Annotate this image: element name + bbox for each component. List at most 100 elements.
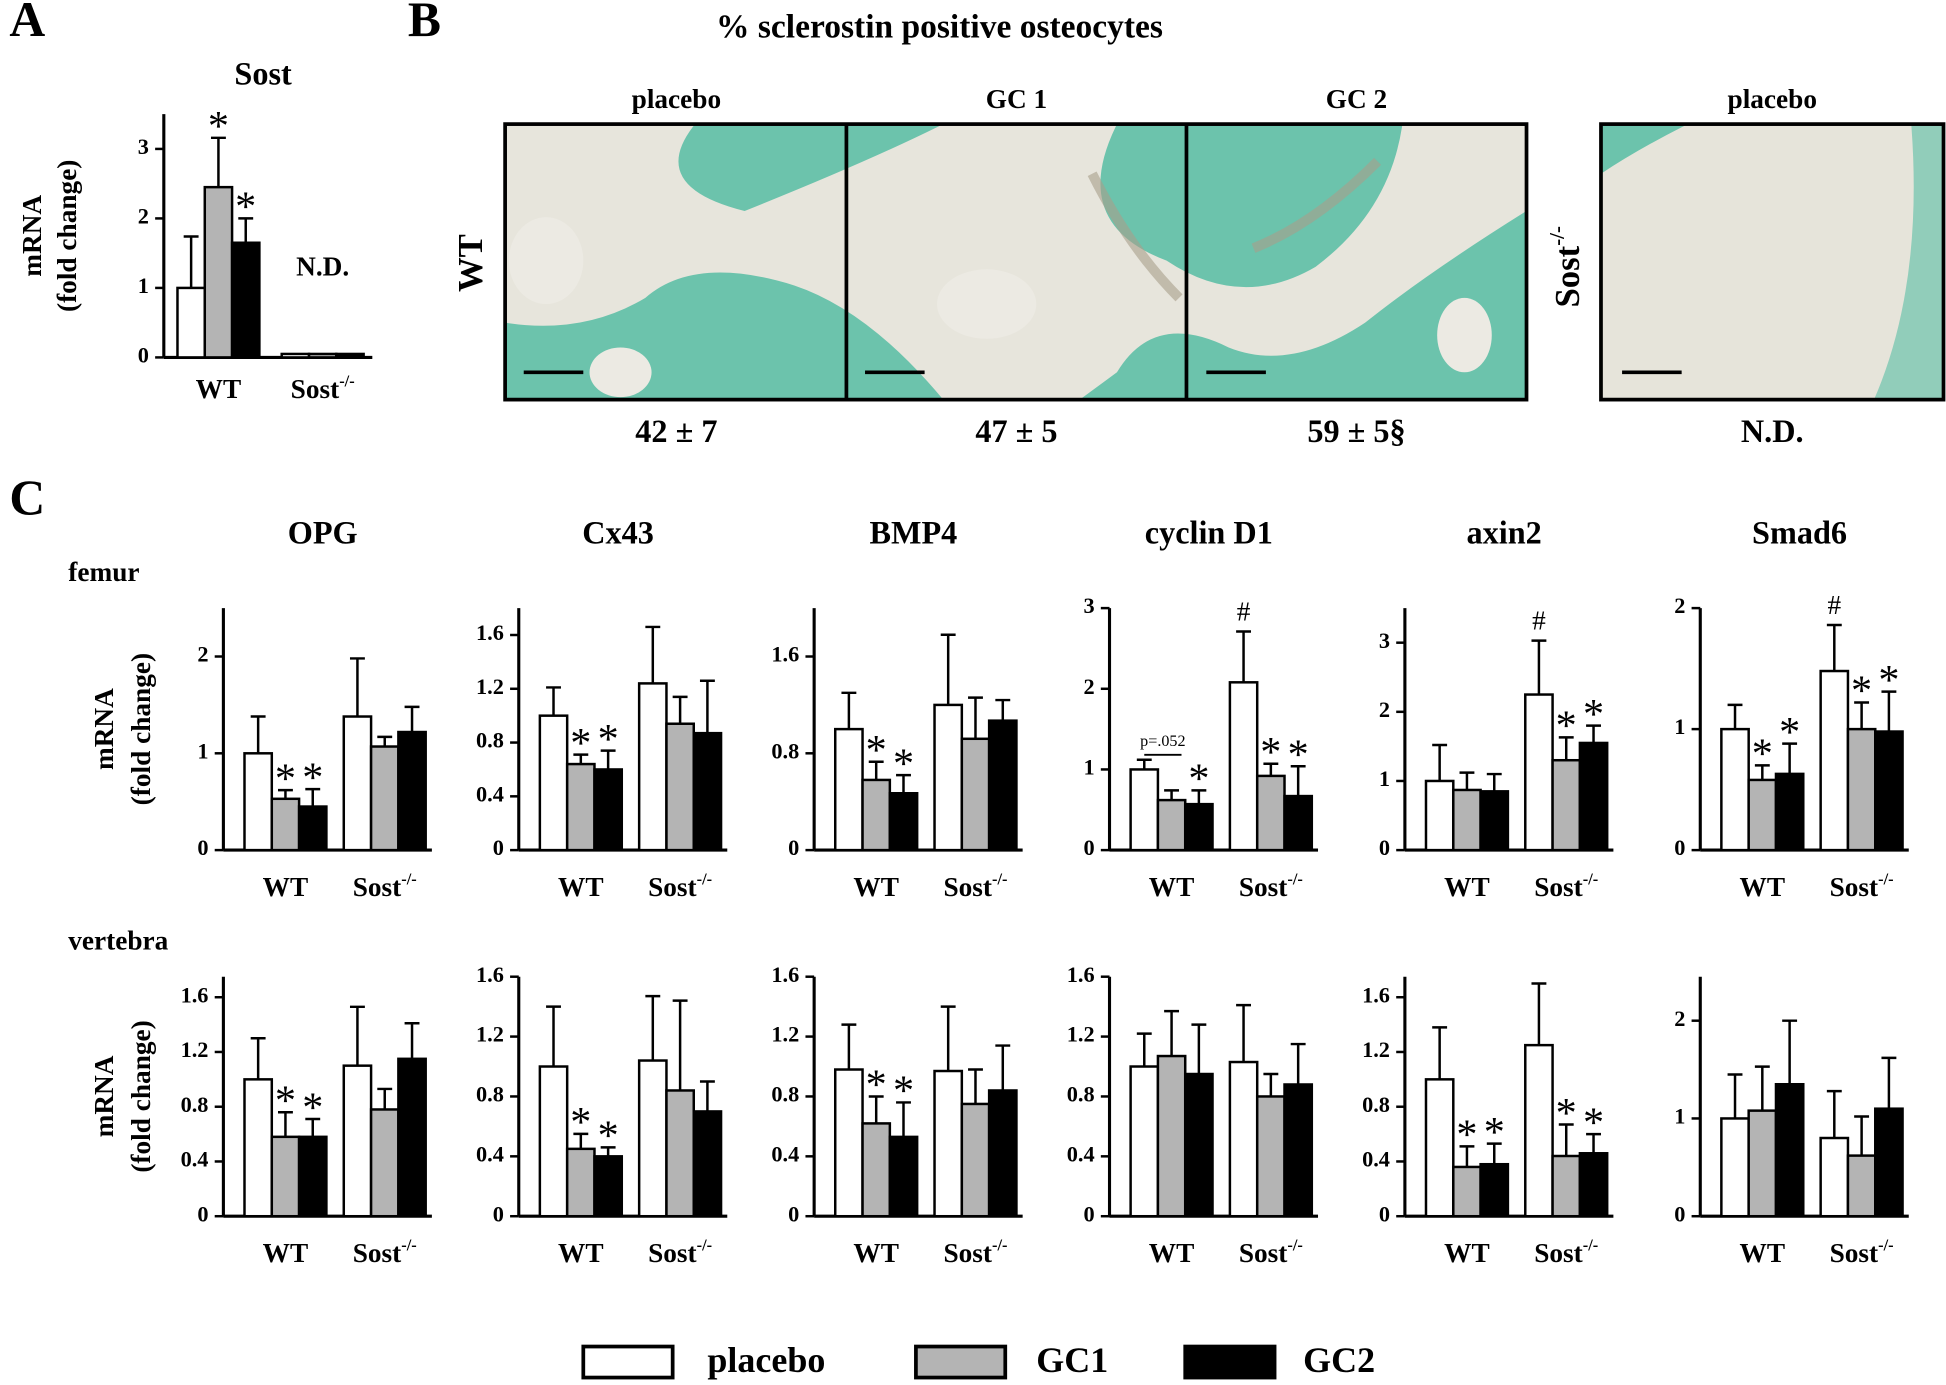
error-bar — [645, 625, 661, 684]
chart-title: Cx43 — [582, 515, 654, 551]
significance-marker: * — [1556, 703, 1577, 750]
x-tick-label: WT — [853, 1238, 899, 1268]
y-tick-label: 0 — [1379, 835, 1390, 860]
bar — [861, 1122, 892, 1218]
x-tick-label-base: Sost — [648, 1238, 697, 1268]
x-tick-label-base: WT — [196, 374, 242, 404]
x-tick-label-base: WT — [558, 872, 604, 902]
error-bar — [1826, 623, 1842, 672]
error-bar — [1459, 1145, 1475, 1167]
bar — [933, 703, 964, 852]
y-tick-label: 3 — [138, 134, 149, 159]
x-tick-label-base: Sost — [1534, 872, 1583, 902]
micrograph-value: 47 ± 5 — [975, 413, 1057, 449]
bar — [933, 1069, 964, 1218]
x-tick-label-base: Sost — [943, 872, 992, 902]
micrograph-label: placebo — [1728, 84, 1817, 114]
bar — [176, 286, 207, 359]
error-bar — [1432, 1026, 1448, 1080]
significance-marker: * — [570, 1099, 591, 1146]
significance-marker: * — [1878, 657, 1899, 704]
error-bar — [250, 1037, 266, 1080]
bar — [637, 1059, 668, 1218]
y-tick-label: 1.6 — [771, 642, 799, 667]
error-bar — [841, 691, 857, 730]
y-tick-label: 1 — [197, 738, 208, 763]
error-bar — [1558, 1123, 1574, 1156]
bar — [665, 1089, 695, 1218]
panel-letter: B — [408, 0, 441, 47]
error-bar — [1191, 789, 1207, 805]
bar — [1720, 727, 1750, 852]
bar — [960, 1102, 991, 1218]
bar — [1156, 798, 1187, 852]
x-tick-label: Sost-/- — [943, 1235, 1007, 1268]
x-tick-label-base: Sost — [1239, 872, 1288, 902]
bar — [565, 1147, 596, 1218]
legend-swatch — [581, 1344, 675, 1380]
error-bar — [1854, 1115, 1870, 1156]
bar — [1452, 1165, 1482, 1218]
bar — [1774, 772, 1805, 852]
y-tick-label: 1 — [1674, 714, 1685, 739]
error-bar — [868, 760, 884, 780]
row-label-base: WT — [451, 234, 490, 292]
panel-letter: A — [9, 0, 45, 47]
bar — [1129, 768, 1160, 852]
error-bar — [305, 1117, 321, 1137]
panel-b-title: % sclerostin positive osteocytes — [716, 8, 1163, 45]
x-tick-label: Sost-/- — [943, 869, 1007, 902]
bar — [1479, 790, 1510, 852]
error-bar — [546, 686, 561, 716]
y-tick-label: 0 — [1379, 1201, 1390, 1226]
error-bar — [896, 1101, 911, 1137]
significance-marker: * — [1583, 1099, 1604, 1146]
y-tick-label: 1.6 — [476, 962, 504, 987]
bar — [280, 352, 311, 359]
nd-label: N.D. — [296, 252, 349, 282]
x-tick-label: Sost-/- — [353, 869, 417, 902]
bar — [692, 1110, 723, 1218]
y-tick-label: 0 — [138, 343, 149, 368]
error-bar — [278, 788, 293, 799]
y-tick-label: 1.6 — [181, 982, 209, 1007]
bar — [369, 1108, 400, 1218]
x-tick-label-base: WT — [263, 1238, 309, 1268]
x-tick-label-sup: -/- — [1878, 869, 1893, 888]
error-bar — [349, 1005, 365, 1066]
bar — [1720, 1117, 1750, 1218]
x-tick-label-base: Sost — [1239, 1238, 1288, 1268]
bar — [1819, 669, 1850, 852]
y-tick-label: 1.2 — [1067, 1022, 1095, 1047]
significance-marker: * — [1583, 691, 1604, 738]
y-tick-label: 1 — [138, 273, 149, 298]
error-bar — [404, 705, 420, 733]
error-bar — [1164, 1009, 1180, 1057]
x-tick-label: Sost-/- — [1239, 869, 1303, 902]
error-bar — [573, 753, 589, 765]
chart-title: OPG — [288, 515, 358, 551]
micrograph-value: 59 ± 5§ — [1307, 413, 1405, 449]
y-tick-label: 2 — [1674, 1006, 1685, 1031]
x-tick-label-base: Sost — [353, 872, 402, 902]
bar — [307, 352, 338, 359]
significance-marker: # — [1237, 596, 1251, 626]
error-bar — [1586, 724, 1601, 743]
error-bar — [278, 1110, 293, 1137]
x-tick-label-base: Sost — [648, 872, 697, 902]
significance-marker: * — [570, 720, 591, 767]
x-tick-label: Sost-/- — [648, 1235, 712, 1268]
bar — [1424, 1078, 1455, 1218]
bracket-label: p=.052 — [1140, 733, 1185, 750]
x-tick-label-sup: -/- — [1878, 1235, 1893, 1254]
bar — [861, 778, 892, 852]
x-tick-label-sup: -/- — [697, 869, 712, 888]
error-bar — [940, 1005, 956, 1072]
significance-marker: * — [893, 1068, 914, 1115]
significance-marker: * — [1260, 729, 1281, 776]
error-bar — [1531, 639, 1547, 695]
error-bar — [1191, 1023, 1207, 1075]
y-tick-label: 0 — [493, 1201, 504, 1226]
significance-marker: * — [275, 755, 296, 802]
